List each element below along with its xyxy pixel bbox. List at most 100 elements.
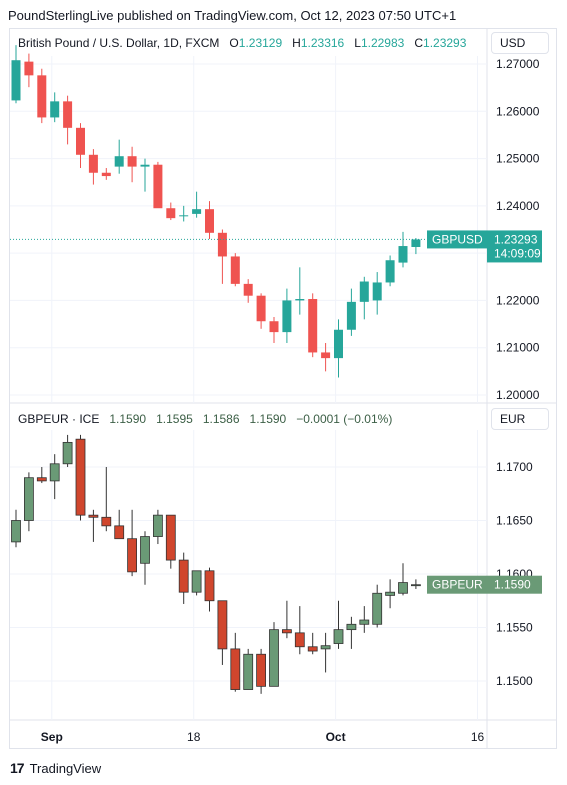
- top-open-label: O: [229, 36, 239, 50]
- usd-candle-body: [63, 101, 73, 128]
- eur-candle-body: [294, 632, 305, 648]
- usd-candle-body: [256, 295, 266, 322]
- eur-candle-body: [152, 514, 163, 537]
- usd-candle-body: [140, 164, 150, 167]
- top-currency-button[interactable]: USD: [491, 32, 549, 54]
- usd-candle-body: [398, 246, 408, 263]
- eur-candle-body: [165, 514, 176, 561]
- eur-candle-body: [23, 477, 34, 521]
- usd-candle-body: [230, 256, 240, 284]
- tradingview-logo-icon: 17: [10, 760, 25, 776]
- usd-candle-body: [50, 101, 60, 118]
- usd-candle-body: [411, 239, 421, 247]
- eur-candle-body: [333, 629, 344, 644]
- usd-y-tick-label: 1.20000: [496, 388, 540, 402]
- usd-candle-body: [88, 154, 98, 173]
- eur-candle-body: [178, 559, 189, 593]
- bottom-legend: GBPEUR · ICE 1.1590 1.1595 1.1586 1.1590…: [18, 412, 392, 426]
- usd-y-tick-label: 1.27000: [496, 57, 540, 71]
- top-legend: British Pound / U.S. Dollar, 1D, FXCM O1…: [18, 36, 466, 50]
- eur-candle-body: [359, 619, 370, 625]
- usd-candle-body: [359, 281, 369, 302]
- eur-candle-body: [385, 591, 396, 596]
- eur-y-tick-label: 1.1550: [496, 621, 533, 635]
- usd-candle-body: [243, 283, 253, 296]
- eur-candle-body: [372, 592, 383, 625]
- usd-candle-body: [321, 352, 331, 359]
- usd-candle-body: [385, 260, 395, 283]
- bottom-close-value: 1.1590: [249, 412, 287, 426]
- usd-candle-body: [372, 282, 382, 301]
- eur-candle-body: [346, 623, 357, 631]
- tradingview-brand: TradingView: [29, 760, 102, 776]
- eur-y-tick-label: 1.1650: [496, 514, 533, 528]
- usd-candle-body: [269, 321, 279, 333]
- top-close-value: 1.23293: [423, 36, 467, 50]
- eur-y-tick-label: 1.1700: [496, 460, 533, 474]
- usd-countdown: 14:09:09: [494, 246, 541, 260]
- eur-candle-body: [217, 600, 228, 650]
- bottom-change: −0.0001 (−0.01%): [296, 412, 393, 426]
- usd-candle-body: [346, 301, 356, 330]
- x-tick-label: Sep: [41, 730, 63, 744]
- usd-candle-body: [37, 75, 47, 118]
- eur-candle-body: [398, 582, 408, 594]
- eur-candle-body: [62, 441, 73, 465]
- eur-symbol-tag-bg: [427, 575, 487, 594]
- usd-y-tick-label: 1.21000: [496, 341, 540, 355]
- top-open-value: 1.23129: [238, 36, 283, 50]
- usd-y-tick-label: 1.26000: [496, 104, 540, 118]
- eur-candle-body: [243, 653, 254, 690]
- usd-price-tag-bg: [487, 230, 542, 263]
- eur-candle-body: [49, 463, 60, 482]
- eur-candle-body: [410, 584, 421, 587]
- eur-candle-body: [307, 646, 318, 652]
- eur-candle-body: [88, 514, 99, 518]
- bottom-open-value: 1.1590: [109, 412, 147, 426]
- eur-candle-body: [140, 536, 150, 564]
- usd-candle-body: [11, 60, 21, 101]
- usd-candle-body: [205, 209, 214, 233]
- usd-candle-body: [101, 172, 111, 177]
- eur-candle-body: [269, 629, 279, 687]
- top-high-value: 1.23316: [300, 36, 345, 50]
- chart-frame: [9, 28, 557, 749]
- usd-candle-body: [308, 299, 318, 353]
- usd-candle-body: [127, 156, 137, 167]
- bottom-title: GBPEUR · ICE: [18, 412, 100, 426]
- x-tick-label: 16: [471, 730, 485, 744]
- top-close-label: C: [414, 36, 424, 50]
- eur-candle-body: [101, 516, 112, 527]
- usd-symbol-tag-bg: [427, 230, 487, 249]
- eur-candle-body: [204, 570, 215, 602]
- usd-candle-body: [24, 61, 34, 76]
- eur-price-tag: 1.1590: [494, 578, 531, 592]
- usd-candle-body: [282, 300, 292, 333]
- footer: 17 TradingView: [10, 760, 101, 776]
- usd-symbol-tag: GBPUSD: [432, 232, 483, 246]
- usd-candle-body: [192, 209, 202, 214]
- eur-candle-body: [281, 629, 292, 634]
- usd-y-tick-label: 1.22000: [496, 293, 540, 307]
- eur-candle-body: [191, 570, 202, 593]
- x-tick-label: Oct: [326, 730, 346, 744]
- usd-candle-body: [114, 156, 124, 167]
- eur-symbol-tag: GBPEUR: [432, 578, 483, 592]
- eur-candle-body: [36, 477, 47, 482]
- usd-candle-body: [166, 208, 176, 219]
- usd-candle-body: [76, 127, 85, 155]
- x-tick-label: 18: [187, 730, 201, 744]
- eur-candle-body: [256, 653, 267, 687]
- publisher-header: PoundSterlingLive published on TradingVi…: [8, 8, 457, 23]
- eur-price-tag-bg: [487, 575, 542, 594]
- eur-candle-body: [11, 520, 21, 543]
- eur-candle-body: [127, 538, 137, 573]
- bottom-low-value: 1.1586: [202, 412, 240, 426]
- bottom-currency-button[interactable]: EUR: [491, 408, 549, 430]
- usd-candle-body: [217, 232, 227, 257]
- bottom-high-value: 1.1595: [156, 412, 193, 426]
- eur-candle-body: [320, 645, 331, 650]
- top-high-label: H: [292, 36, 301, 50]
- usd-y-tick-label: 1.24000: [496, 199, 540, 213]
